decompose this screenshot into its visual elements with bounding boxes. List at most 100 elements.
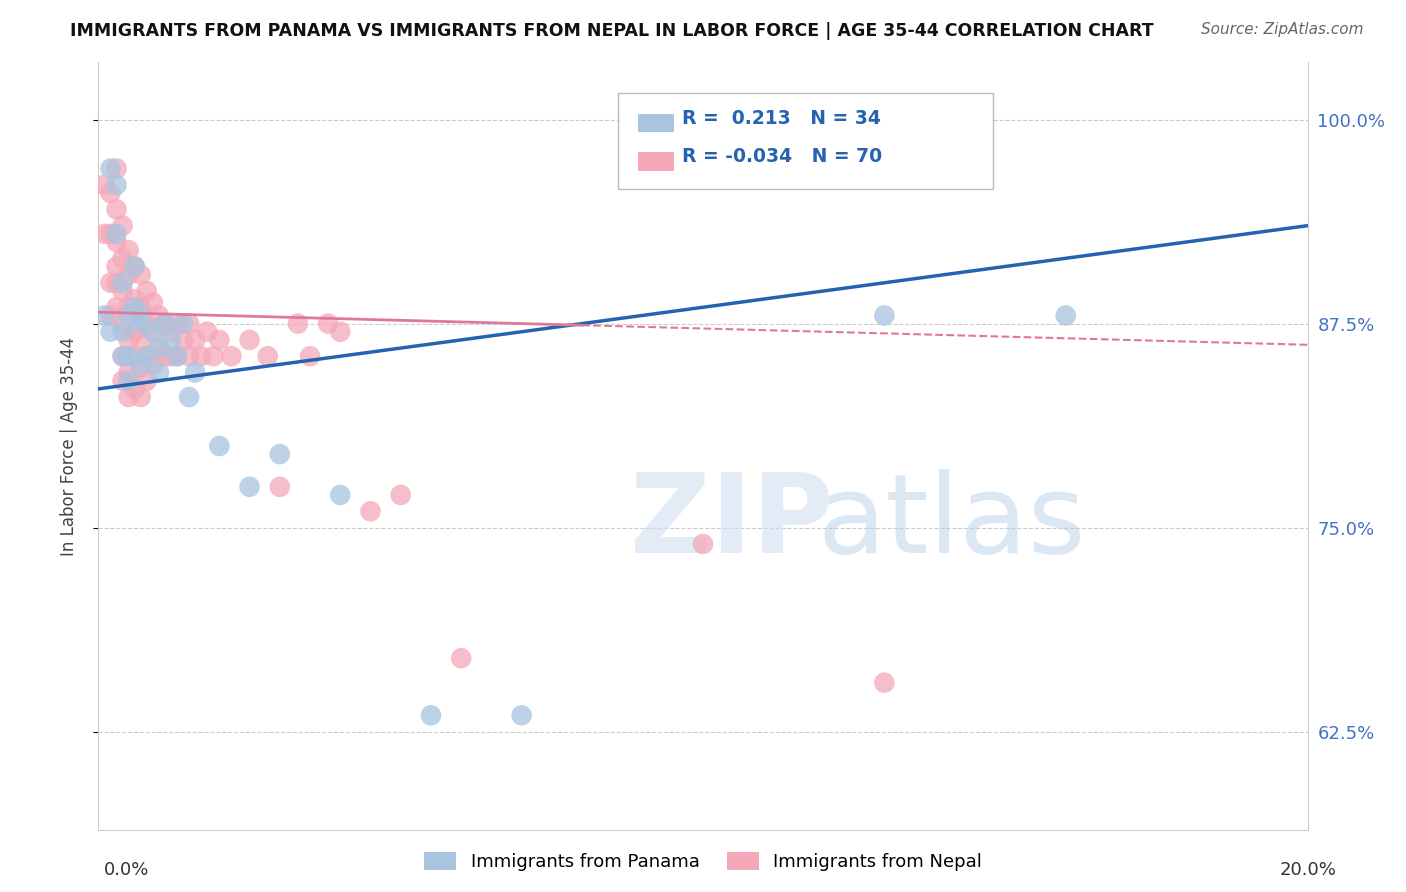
Point [184, 366, 207, 380]
Point [329, 488, 352, 502]
Point [510, 708, 533, 723]
Point [135, 349, 157, 363]
Point [329, 325, 352, 339]
Point [129, 358, 152, 372]
Text: ZIP: ZIP [630, 469, 834, 576]
Point [105, 276, 128, 290]
Point [148, 341, 170, 355]
Point [111, 325, 134, 339]
Point [179, 349, 201, 363]
Legend: Immigrants from Panama, Immigrants from Nepal: Immigrants from Panama, Immigrants from … [416, 845, 990, 879]
Point [124, 349, 146, 363]
Point [202, 349, 225, 363]
Point [111, 252, 134, 266]
Point [111, 374, 134, 388]
Point [172, 317, 194, 331]
Point [105, 202, 128, 217]
Point [316, 317, 339, 331]
Point [118, 374, 141, 388]
Point [105, 260, 128, 274]
Point [873, 309, 896, 323]
Point [111, 276, 134, 290]
Point [93, 178, 115, 192]
Point [179, 390, 201, 404]
Point [184, 333, 207, 347]
Point [299, 349, 322, 363]
Point [124, 300, 146, 314]
Text: Source: ZipAtlas.com: Source: ZipAtlas.com [1201, 22, 1364, 37]
Point [208, 333, 231, 347]
Point [256, 349, 278, 363]
Point [195, 325, 218, 339]
FancyBboxPatch shape [638, 152, 673, 170]
Point [389, 488, 412, 502]
Point [118, 366, 141, 380]
Point [287, 317, 309, 331]
Point [166, 317, 188, 331]
Text: R = -0.034   N = 70: R = -0.034 N = 70 [682, 147, 883, 166]
Point [111, 349, 134, 363]
Point [420, 708, 443, 723]
Point [142, 325, 165, 339]
Y-axis label: In Labor Force | Age 35-44: In Labor Force | Age 35-44 [59, 336, 77, 556]
Point [148, 309, 170, 323]
Point [111, 219, 134, 233]
Point [124, 292, 146, 306]
Point [142, 295, 165, 310]
Point [166, 349, 188, 363]
Point [124, 382, 146, 396]
Point [111, 317, 134, 331]
Point [105, 178, 128, 192]
Point [129, 317, 152, 331]
Text: R =  0.213   N = 34: R = 0.213 N = 34 [682, 109, 882, 128]
Point [179, 317, 201, 331]
Point [148, 341, 170, 355]
Point [142, 358, 165, 372]
Text: 20.0%: 20.0% [1279, 861, 1336, 879]
Point [269, 480, 291, 494]
Point [124, 325, 146, 339]
Point [93, 227, 115, 241]
Point [135, 349, 157, 363]
Point [105, 300, 128, 314]
Point [111, 284, 134, 298]
Point [269, 447, 291, 461]
Point [118, 349, 141, 363]
Point [129, 390, 152, 404]
Point [873, 675, 896, 690]
Point [692, 537, 714, 551]
Text: atlas: atlas [818, 469, 1087, 576]
Point [172, 333, 194, 347]
Point [239, 480, 262, 494]
Point [118, 268, 141, 282]
Point [160, 333, 183, 347]
Point [105, 235, 128, 249]
Point [93, 309, 115, 323]
Point [153, 317, 176, 331]
Point [124, 260, 146, 274]
Point [239, 333, 262, 347]
Point [105, 227, 128, 241]
Point [190, 349, 212, 363]
Point [100, 161, 122, 176]
Point [208, 439, 231, 453]
Point [135, 317, 157, 331]
Point [100, 309, 122, 323]
FancyBboxPatch shape [619, 93, 993, 189]
Point [153, 317, 176, 331]
Point [105, 161, 128, 176]
Point [221, 349, 243, 363]
Point [100, 227, 122, 241]
Text: 0.0%: 0.0% [104, 861, 149, 879]
Point [100, 325, 122, 339]
Point [111, 349, 134, 363]
FancyBboxPatch shape [638, 113, 673, 132]
Point [129, 309, 152, 323]
Point [100, 186, 122, 200]
Point [135, 284, 157, 298]
Point [124, 260, 146, 274]
Point [450, 651, 472, 665]
Point [118, 390, 141, 404]
Point [129, 300, 152, 314]
Point [118, 309, 141, 323]
